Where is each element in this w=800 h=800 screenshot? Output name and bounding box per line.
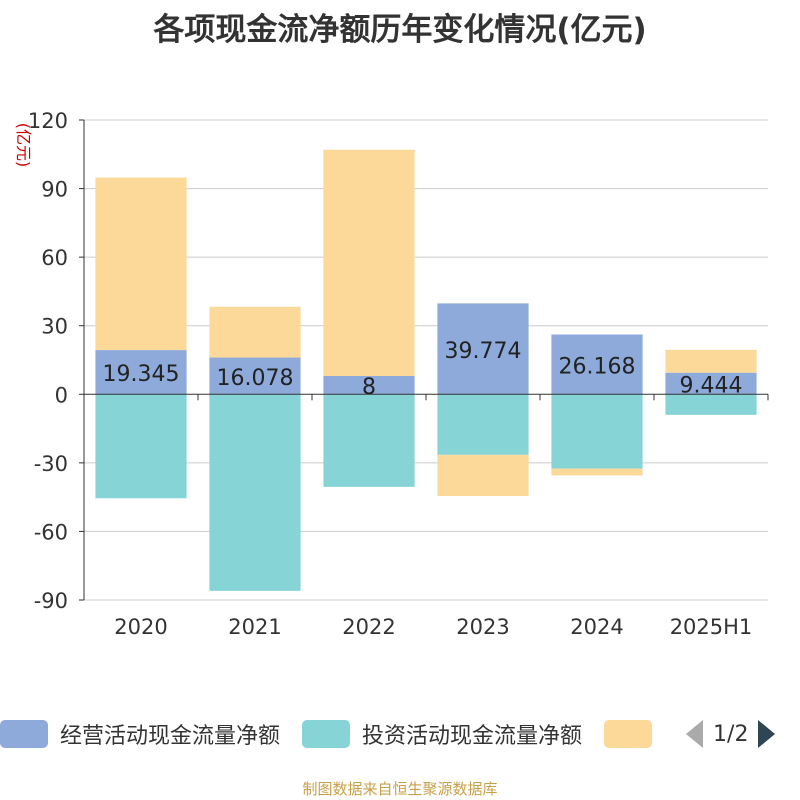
axes: 120 90 60 30 0 -30 -60 -90 2020 2021 2022 2023 2024 2… xyxy=(14,109,769,639)
source-note: 制图数据来自恒生聚源数据库 xyxy=(302,780,498,798)
y-tick-label: 30 xyxy=(41,315,68,339)
bar-2021-series-2 xyxy=(209,306,301,358)
legend-item-investing[interactable]: 投资活动现金流量净额 xyxy=(302,718,582,750)
data-label: 9.444 xyxy=(680,373,743,398)
legend-pager: 1/2 xyxy=(686,720,776,748)
x-tick-label: 2023 xyxy=(456,615,509,639)
bar-2024-series-0 xyxy=(551,334,643,395)
data-labels: 19.345 16.078 8 39.774 26.168 9.444 xyxy=(103,339,743,400)
data-label: 16.078 xyxy=(217,366,294,391)
y-tick-label: 0 xyxy=(55,383,68,407)
data-label: 39.774 xyxy=(445,339,522,364)
y-tick-label: -90 xyxy=(34,589,68,613)
bar-2021-series-1 xyxy=(209,394,301,591)
x-tick-label: 2020 xyxy=(114,615,167,639)
bar-2023-series-0 xyxy=(437,303,529,395)
pager-prev-icon[interactable] xyxy=(686,720,704,748)
legend-swatch-investing xyxy=(302,720,351,748)
y-tick-label: 90 xyxy=(41,178,68,202)
legend: 经营活动现金流量净额 投资活动现金流量净额 1/2 xyxy=(0,716,776,752)
legend-page-indicator: 1/2 xyxy=(713,721,749,747)
bar-2025H1-series-1 xyxy=(665,394,757,415)
bar-2023-series-1 xyxy=(437,394,529,455)
bar-2024-series-1 xyxy=(551,394,643,469)
bar-2020-series-2 xyxy=(95,177,187,351)
y-tick-label: -60 xyxy=(34,520,68,544)
y-tick-label: 120 xyxy=(28,109,68,133)
legend-swatch-third xyxy=(604,720,653,748)
legend-item-third[interactable] xyxy=(604,720,664,748)
bar-2022-series-0 xyxy=(323,376,415,395)
x-tick-label: 2025H1 xyxy=(670,615,753,639)
x-tick-label: 2021 xyxy=(228,615,281,639)
y-tick-label: 60 xyxy=(41,246,68,270)
data-label: 26.168 xyxy=(559,354,636,379)
bar-2024-series-2 xyxy=(551,468,643,476)
bar-2021-series-0 xyxy=(209,357,301,395)
x-tick-label: 2022 xyxy=(342,615,395,639)
data-label: 19.345 xyxy=(103,362,180,387)
chart-title: 各项现金流净额历年变化情况(亿元) xyxy=(153,12,647,48)
bar-2020-series-0 xyxy=(95,350,187,395)
x-tick-label: 2024 xyxy=(570,615,623,639)
bar-2020-series-1 xyxy=(95,394,187,499)
legend-label-operating: 经营活动现金流量净额 xyxy=(60,724,281,749)
bar-2022-series-2 xyxy=(323,149,415,376)
y-axis-label: (亿元) xyxy=(14,123,33,168)
bar-2025H1-series-2 xyxy=(665,349,757,373)
grid-lines xyxy=(84,119,768,601)
legend-item-operating[interactable]: 经营活动现金流量净额 xyxy=(0,718,280,750)
bar-2022-series-1 xyxy=(323,394,415,487)
pager-next-icon[interactable] xyxy=(758,720,776,748)
bar-2023-series-2 xyxy=(437,454,529,496)
bar-2025H1-series-0 xyxy=(665,372,757,395)
legend-swatch-operating xyxy=(0,720,48,748)
y-tick-label: -30 xyxy=(34,452,68,476)
legend-label-investing: 投资活动现金流量净额 xyxy=(362,724,583,749)
bars xyxy=(95,149,757,591)
data-label: 8 xyxy=(362,375,376,400)
